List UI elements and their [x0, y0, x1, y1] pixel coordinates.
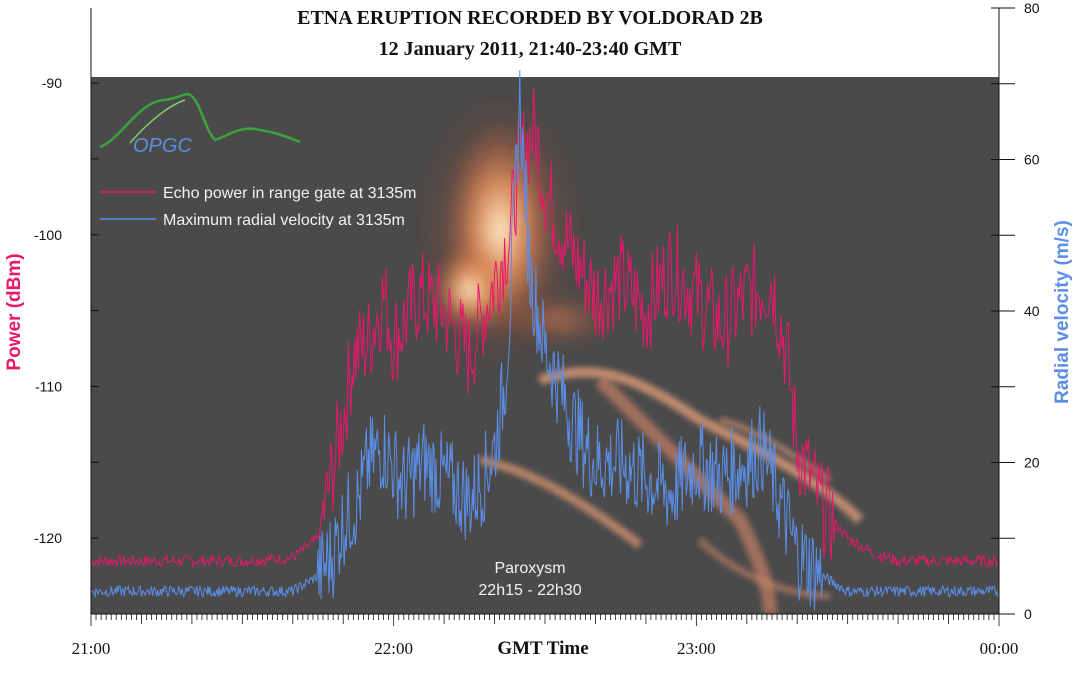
- velocity-series: [90, 70, 1000, 611]
- x-tick-label: 23:00: [677, 639, 716, 658]
- x-tick-label: 00:00: [980, 639, 1019, 658]
- left-axis-ticks: -90 -100 -110 -120: [34, 75, 99, 615]
- right-axis-ticks: 0 20 40 60 80: [991, 0, 1040, 622]
- power-line: [90, 87, 1000, 569]
- x-tick-label: 22:00: [374, 639, 413, 658]
- right-tick-label: 20: [1024, 455, 1040, 471]
- x-tick-label: 21:00: [72, 639, 111, 658]
- left-axis-label: Power (dBm): [4, 253, 25, 370]
- right-tick-label: 60: [1024, 152, 1040, 168]
- right-axis-label: Radial velocity (m/s): [1052, 220, 1073, 404]
- left-tick-label: -100: [34, 227, 62, 243]
- chart-subtitle: 12 January 2011, 21:40-23:40 GMT: [379, 38, 682, 60]
- legend-label-velocity: Maximum radial velocity at 3135m: [163, 212, 405, 229]
- velocity-line: [90, 70, 1000, 611]
- paroxysm-label: Paroxysm: [494, 560, 565, 577]
- left-tick-label: -90: [42, 75, 62, 91]
- power-series: [90, 87, 1000, 569]
- x-axis-ticks: 21:00 22:00 23:00 00:00: [72, 614, 1019, 658]
- right-tick-label: 40: [1024, 303, 1040, 319]
- opgc-logo: OPGC: [99, 92, 301, 157]
- right-tick-label: 0: [1024, 606, 1032, 622]
- left-tick-label: -110: [35, 378, 62, 394]
- x-axis-label: GMT Time: [497, 638, 588, 659]
- legend-label-power: Echo power in range gate at 3135m: [163, 185, 417, 202]
- right-tick-label: 80: [1024, 0, 1040, 16]
- paroxysm-time-label: 22h15 - 22h30: [478, 582, 581, 599]
- legend: Echo power in range gate at 3135m Maximu…: [100, 185, 417, 229]
- logo-text: OPGC: [133, 135, 192, 157]
- chart-title: ETNA ERUPTION RECORDED BY VOLDORAD 2B: [297, 7, 763, 29]
- left-tick-label: -120: [34, 530, 62, 546]
